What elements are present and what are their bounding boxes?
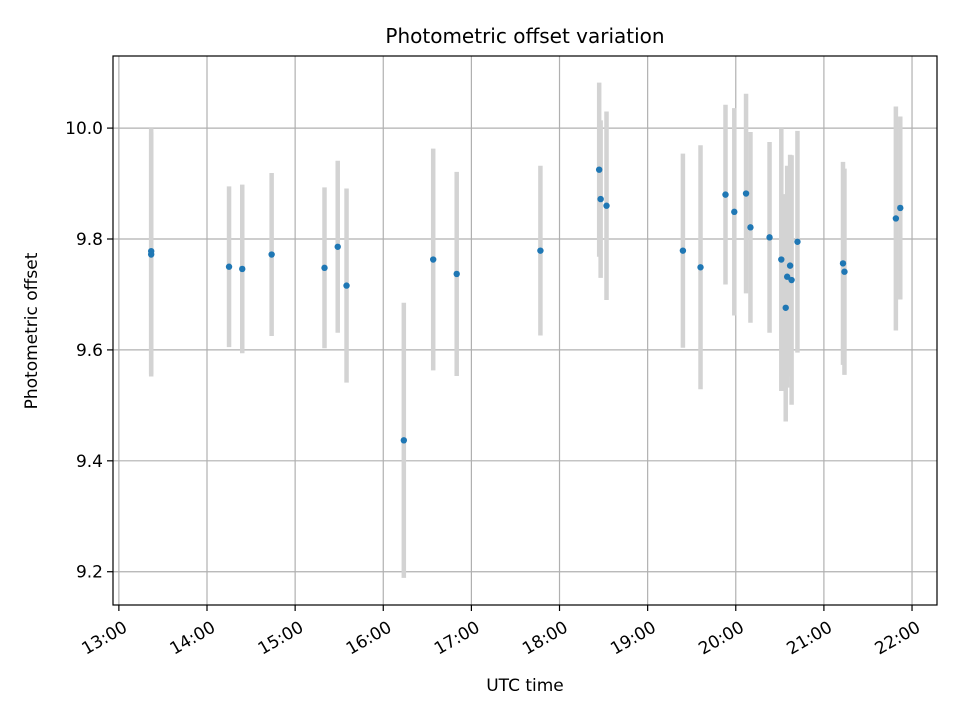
data-point bbox=[321, 264, 328, 272]
data-point bbox=[897, 204, 904, 212]
data-point bbox=[742, 190, 750, 197]
data-point bbox=[268, 251, 275, 258]
data-point bbox=[603, 202, 610, 209]
data-point bbox=[697, 264, 704, 271]
data-point bbox=[788, 276, 795, 284]
plot-frame bbox=[112, 55, 938, 606]
y-tick-label: 9.4 bbox=[76, 452, 103, 472]
data-point bbox=[747, 224, 754, 231]
data-point bbox=[343, 282, 350, 289]
data-point bbox=[786, 262, 794, 269]
data-point bbox=[334, 243, 341, 250]
data-points bbox=[147, 166, 904, 444]
x-axis-label: UTC time bbox=[486, 676, 564, 696]
data-point bbox=[679, 247, 687, 254]
data-point bbox=[892, 215, 900, 222]
data-point bbox=[783, 273, 791, 280]
data-point bbox=[782, 304, 789, 311]
y-tick-label: 9.8 bbox=[76, 230, 103, 250]
data-point bbox=[595, 166, 603, 173]
data-point bbox=[597, 195, 604, 203]
data-point bbox=[778, 256, 785, 263]
data-point bbox=[429, 256, 437, 263]
chart-title: Photometric offset variation bbox=[385, 24, 664, 48]
data-point bbox=[839, 260, 847, 267]
y-tick-label: 10.0 bbox=[65, 119, 103, 139]
data-point bbox=[400, 437, 408, 444]
data-point bbox=[225, 263, 233, 270]
y-axis-label: Photometric offset bbox=[22, 252, 42, 409]
data-point bbox=[453, 270, 460, 278]
data-point bbox=[722, 191, 729, 198]
y-tick-label: 9.2 bbox=[76, 563, 103, 583]
data-point bbox=[537, 247, 544, 254]
data-point bbox=[239, 265, 246, 273]
y-axis: 9.2 9.4 9.6 9.8 10.0 bbox=[65, 119, 113, 583]
data-point bbox=[841, 268, 848, 275]
data-point bbox=[147, 251, 155, 258]
data-point bbox=[766, 234, 773, 241]
y-tick-label: 9.6 bbox=[76, 341, 103, 361]
data-point bbox=[794, 238, 801, 245]
data-point bbox=[731, 208, 738, 216]
